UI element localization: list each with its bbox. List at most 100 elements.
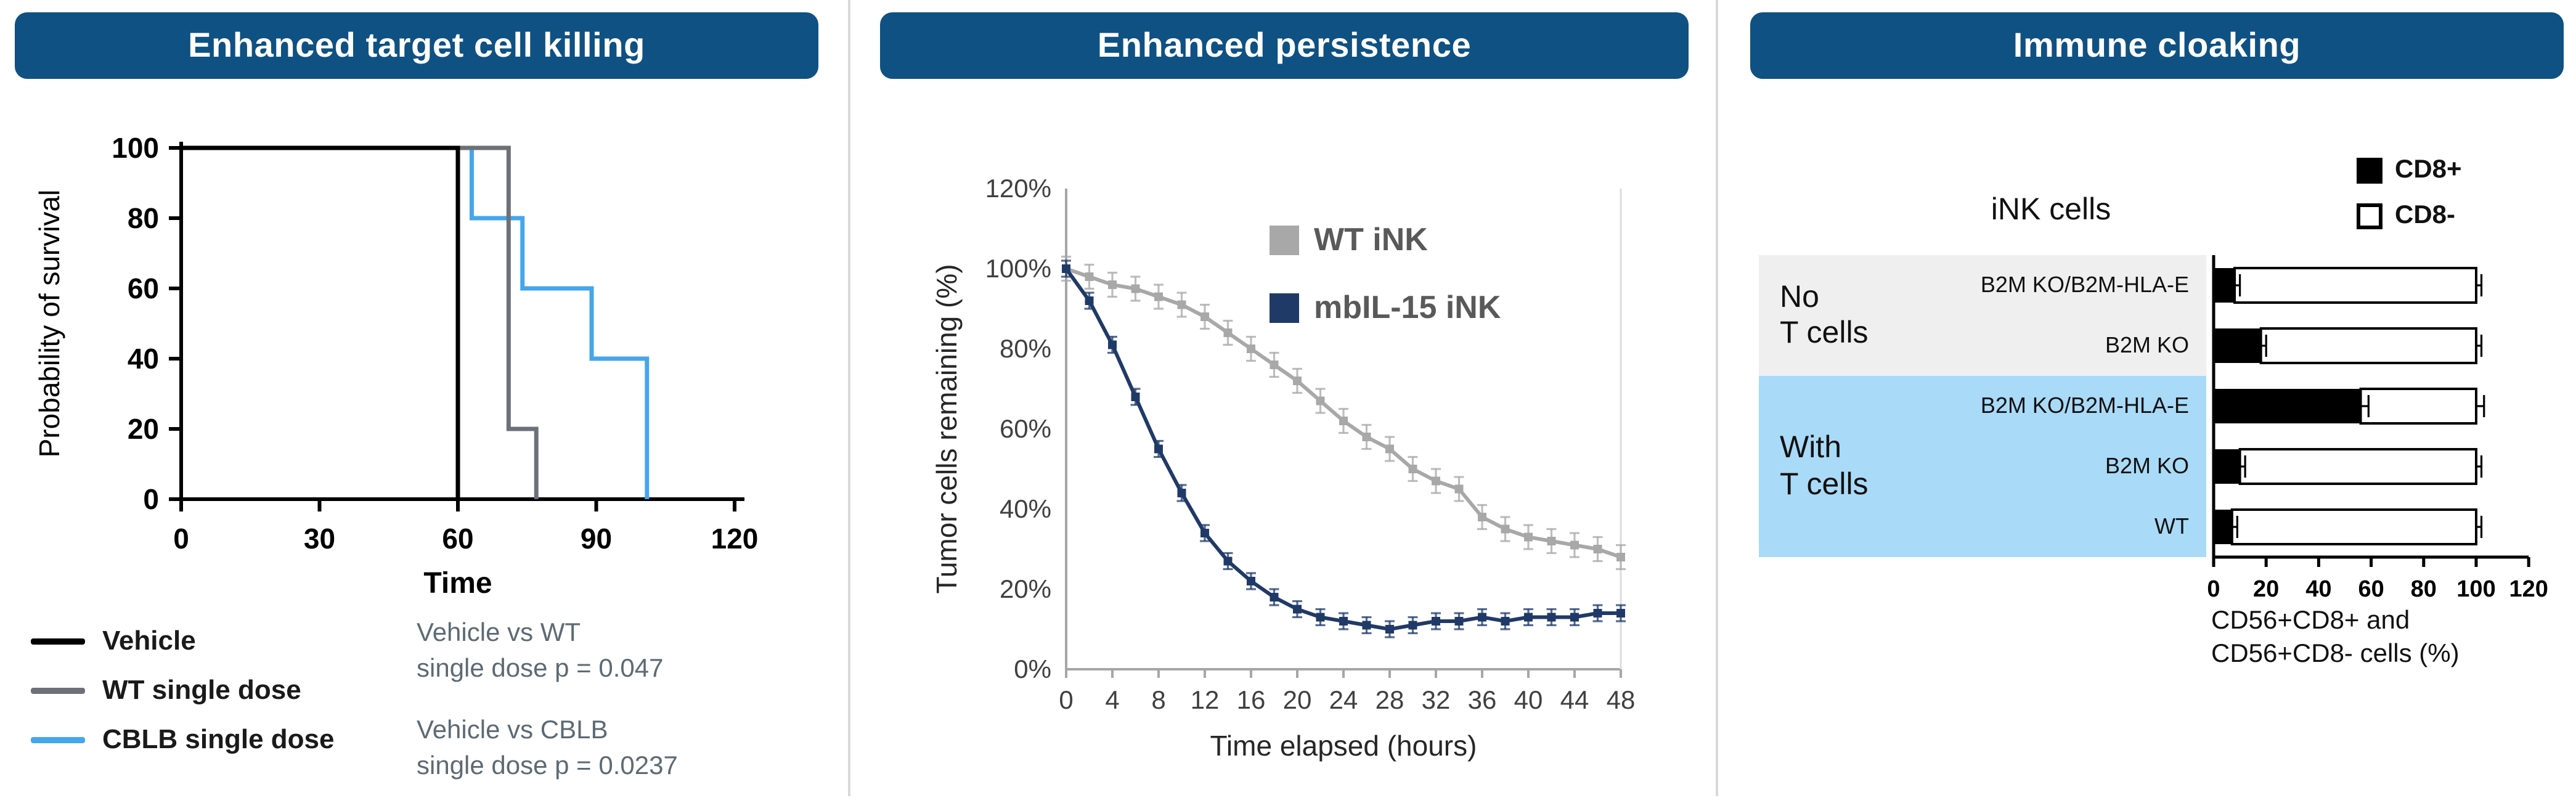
panel3-title: Immune cloaking (2013, 26, 2301, 64)
svg-text:16: 16 (1237, 685, 1266, 714)
pvalue-vehicle-vs-wt: Vehicle vs WT single dose p = 0.047 (417, 616, 678, 687)
svg-text:36: 36 (1468, 685, 1497, 714)
svg-text:20: 20 (1283, 685, 1312, 714)
bar-rows (2214, 267, 2485, 545)
row-label: B2M KO/B2M-HLA-E (1980, 272, 2189, 297)
svg-text:Tumor cells remaining (%): Tumor cells remaining (%) (931, 264, 963, 593)
panel-divider (848, 0, 850, 796)
svg-text:WT iNK: WT iNK (1314, 222, 1428, 258)
svg-text:24: 24 (1329, 685, 1358, 714)
bar-xaxis-label-line2: CD56+CD8- cells (%) (2211, 640, 2460, 668)
panel-enhanced-target-cell-killing: Enhanced target cell killing 0 20 40 60 80 10… (0, 0, 848, 796)
survival-chart: 0 20 40 60 80 100 0 30 60 90 120 Time Probability of… (33, 132, 758, 600)
stat-line: Vehicle vs WT (417, 619, 581, 647)
survival-curve-cblb-single-dose (181, 145, 650, 499)
panel3-header-banner: Immune cloaking (1750, 12, 2564, 79)
svg-text:100: 100 (2456, 576, 2495, 602)
svg-text:100%: 100% (985, 254, 1051, 283)
cd8-negative-label: CD8- (2395, 201, 2456, 229)
svg-text:90: 90 (581, 523, 612, 555)
legend-item-vehicle: Vehicle (31, 616, 335, 666)
panel2-title: Enhanced persistence (1097, 26, 1472, 64)
svg-text:40: 40 (2305, 576, 2331, 602)
group-label-line: With (1780, 430, 1841, 465)
svg-text:32: 32 (1422, 685, 1451, 714)
svg-text:80: 80 (2411, 576, 2437, 602)
svg-text:44: 44 (1560, 685, 1589, 714)
svg-text:40: 40 (1514, 685, 1543, 714)
wt-label: WT single dose (102, 674, 301, 705)
svg-text:mbIL-15 iNK: mbIL-15 iNK (1314, 290, 1501, 325)
pvalue-vehicle-vs-cblb: Vehicle vs CBLB single dose p = 0.0237 (417, 714, 678, 784)
svg-text:20: 20 (128, 413, 159, 445)
svg-text:20: 20 (2253, 576, 2279, 602)
survival-series (181, 145, 650, 499)
svg-text:120: 120 (711, 523, 759, 555)
cd8-positive-swatch (2357, 157, 2382, 183)
panel-immune-cloaking: Immune cloaking iNK cells CD8+ CD8- No T… (1718, 0, 2576, 796)
svg-text:0: 0 (2207, 576, 2220, 602)
svg-text:Probability of survival: Probability of survival (33, 190, 65, 458)
persistence-legend: WT iNK mbIL-15 iNK (1270, 222, 1501, 325)
legend-item-cblb-single-dose: CBLB single dose (31, 715, 335, 764)
svg-text:100: 100 (112, 132, 159, 164)
with-t-cells-group-background (1759, 376, 2206, 557)
series-wt-ink (1062, 264, 1625, 561)
svg-text:8: 8 (1151, 685, 1165, 714)
cd8-positive-label: CD8+ (2395, 155, 2462, 184)
no-t-cells-group-background (1759, 255, 2206, 376)
svg-text:48: 48 (1607, 685, 1636, 714)
panel1-title: Enhanced target cell killing (188, 26, 645, 64)
survival-axes: 0 20 40 60 80 100 0 30 60 90 120 Time Probability of… (33, 132, 758, 600)
group-label-no-t-cells: No T cells (1780, 255, 1869, 376)
panel-divider (1716, 0, 1718, 796)
wt-line-swatch (31, 687, 85, 693)
panel2-header-banner: Enhanced persistence (880, 12, 1689, 79)
stacked-bar-chart: 0 20 40 60 80 100 120 (2207, 255, 2548, 602)
legend-item-cd8-positive: CD8+ (2357, 155, 2462, 185)
svg-text:40: 40 (128, 343, 159, 375)
vehicle-line-swatch (31, 638, 85, 644)
vehicle-label: Vehicle (102, 625, 196, 656)
svg-text:Time elapsed (hours): Time elapsed (hours) (1210, 730, 1477, 762)
cd8-legend: CD8+ CD8- (2357, 155, 2462, 247)
svg-text:60%: 60% (1000, 414, 1051, 443)
svg-text:40%: 40% (1000, 494, 1051, 523)
survival-legend: Vehicle WT single dose CBLB single dose (31, 616, 335, 764)
group-label-with-t-cells: With T cells (1780, 376, 1869, 557)
legend-item-wt-single-dose: WT single dose (31, 666, 335, 715)
bar-row-labels: B2M KO/B2M-HLA-E B2M KO B2M KO/B2M-HLA-E… (1759, 255, 2199, 557)
svg-text:28: 28 (1376, 685, 1404, 714)
svg-text:0%: 0% (1014, 654, 1051, 683)
panel1-header-banner: Enhanced target cell killing (15, 12, 818, 79)
cblb-label: CBLB single dose (102, 723, 335, 754)
stat-line: Vehicle vs CBLB (417, 716, 608, 745)
svg-text:20%: 20% (1000, 574, 1051, 603)
svg-text:30: 30 (304, 523, 335, 555)
legend-item-cd8-negative: CD8- (2357, 201, 2462, 230)
svg-text:80: 80 (128, 202, 159, 234)
svg-text:4: 4 (1105, 685, 1119, 714)
cblb-line-swatch (31, 736, 85, 743)
stat-line: single dose p = 0.0237 (417, 751, 678, 780)
svg-text:0: 0 (1059, 685, 1073, 714)
panel-enhanced-persistence: Enhanced persistence 0% 20% 40% 60% 80% 100% 1… (850, 0, 1716, 796)
survival-curve-wt-single-dose (181, 145, 539, 499)
group-label-line: T cells (1780, 316, 1869, 350)
row-label: B2M KO/B2M-HLA-E (1980, 393, 2189, 418)
cd8-negative-swatch (2357, 203, 2382, 229)
persistence-chart: 0%20%40%60%80%100%120%0 4 8 12 16 20 24 28 32 36 4… (931, 174, 1636, 762)
bar-axes: 0 20 40 60 80 100 120 (2207, 255, 2548, 602)
svg-text:12: 12 (1191, 685, 1220, 714)
group-label-line: No (1780, 279, 1819, 314)
svg-text:80%: 80% (1000, 334, 1051, 363)
svg-text:0: 0 (173, 523, 189, 555)
stat-line: single dose p = 0.047 (417, 654, 664, 683)
svg-text:0: 0 (143, 483, 159, 515)
survival-pvalues: Vehicle vs WT single dose p = 0.047 Vehi… (417, 616, 678, 811)
svg-text:120: 120 (2509, 576, 2548, 602)
ink-cells-chart-title: iNK cells (1991, 192, 2111, 227)
svg-text:60: 60 (2358, 576, 2384, 602)
bar-xaxis-label-line1: CD56+CD8+ and (2211, 606, 2410, 635)
